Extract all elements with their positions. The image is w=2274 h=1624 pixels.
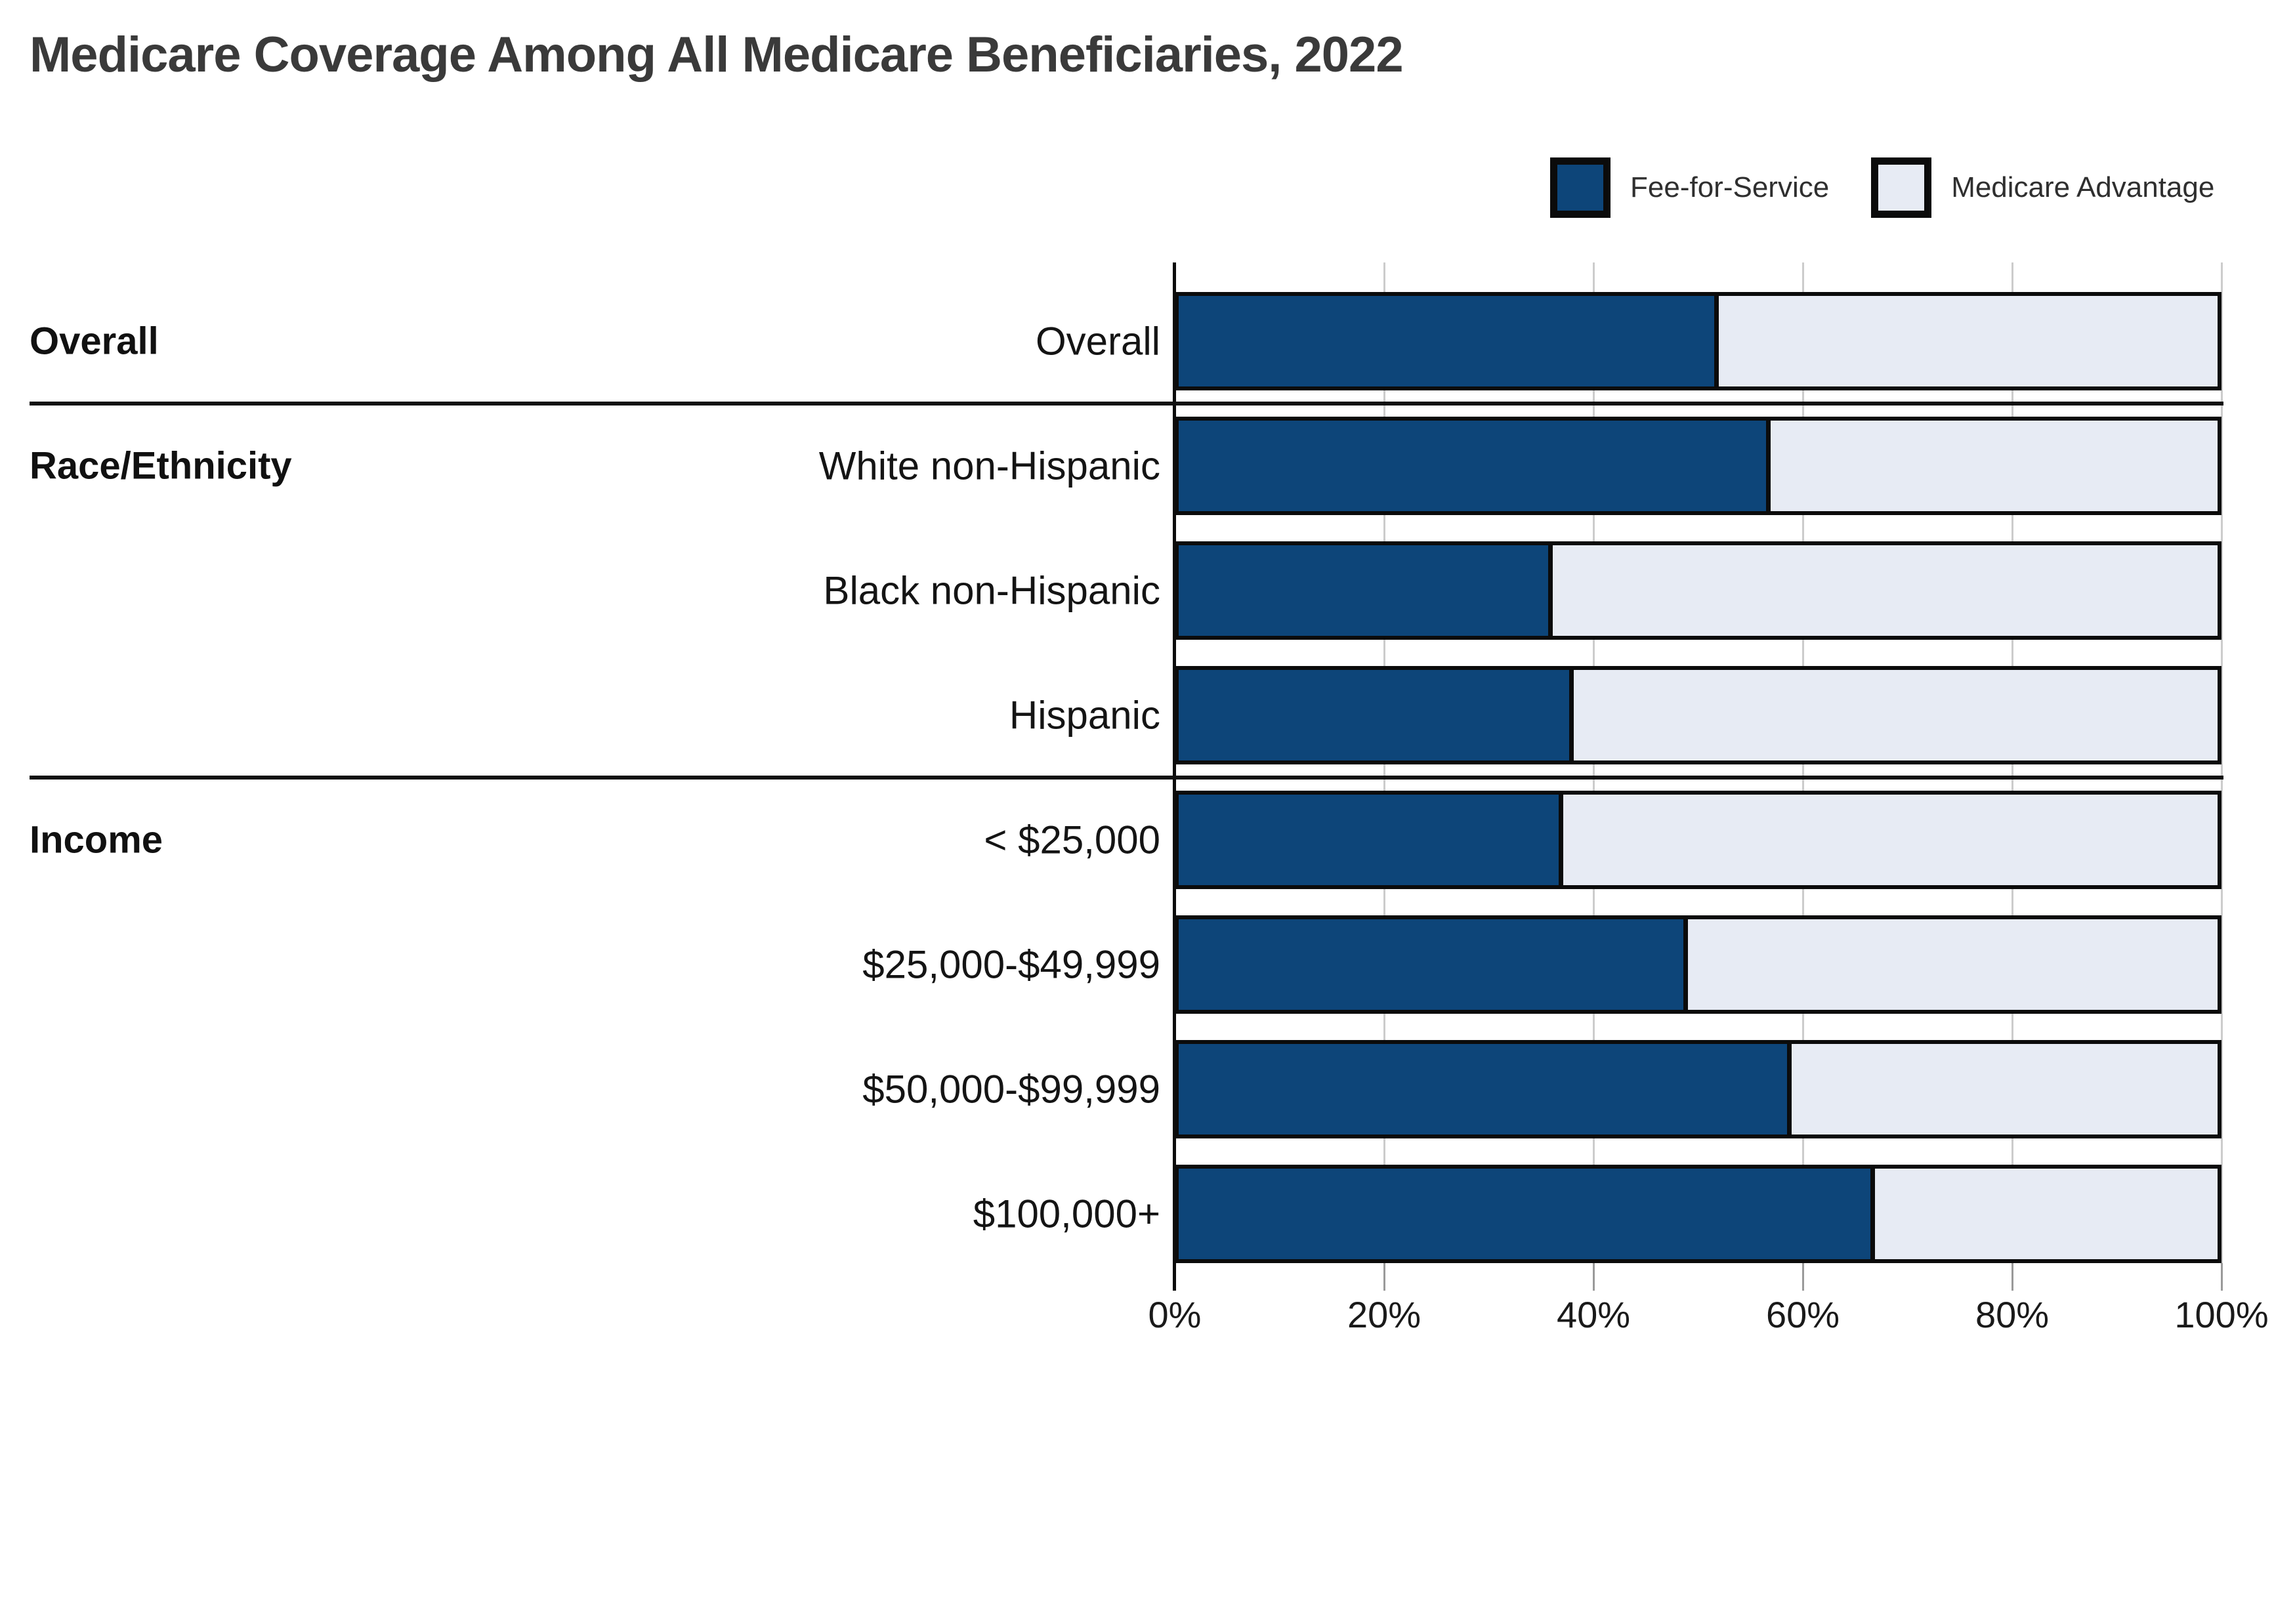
x-axis-tick <box>2011 1263 2013 1291</box>
x-axis-tick-label: 80% <box>1975 1294 2050 1335</box>
bar-segment-medicare-advantage[interactable] <box>1563 795 2218 885</box>
legend-label: Fee-for-Service <box>1630 171 1830 203</box>
x-axis-tick-label: 100% <box>2174 1294 2269 1335</box>
bar-segment-fee-for-service[interactable] <box>1179 421 1771 511</box>
bar-segment-medicare-advantage[interactable] <box>1719 296 2218 386</box>
bar-segment-medicare-advantage[interactable] <box>1792 1044 2218 1135</box>
bar-segment-medicare-advantage[interactable] <box>1771 421 2218 511</box>
bar-row <box>1175 666 2221 764</box>
bar-segment-fee-for-service[interactable] <box>1179 1169 1875 1259</box>
bar-segment-medicare-advantage[interactable] <box>1688 919 2218 1010</box>
chart-title: Medicare Coverage Among All Medicare Ben… <box>30 27 1404 83</box>
legend: Fee-for-Service Medicare Advantage <box>1550 157 2214 218</box>
bar-row <box>1175 1040 2221 1138</box>
bar-segment-fee-for-service[interactable] <box>1179 919 1688 1010</box>
group-label-overall: Overall <box>30 320 159 363</box>
row-label: Overall <box>1035 319 1160 364</box>
bar-row <box>1175 541 2221 640</box>
bar-segment-fee-for-service[interactable] <box>1179 795 1563 885</box>
x-axis-tick <box>2221 1263 2223 1291</box>
section-divider <box>30 402 2223 406</box>
group-label-race-ethnicity: Race/Ethnicity <box>30 444 292 488</box>
row-label: $100,000+ <box>973 1192 1160 1236</box>
legend-item-fee-for-service[interactable]: Fee-for-Service <box>1550 157 1829 218</box>
bar-segment-fee-for-service[interactable] <box>1179 545 1553 636</box>
bar-row <box>1175 915 2221 1014</box>
x-axis-tick <box>1383 1263 1385 1291</box>
bar-segment-medicare-advantage[interactable] <box>1553 545 2218 636</box>
legend-item-medicare-advantage[interactable]: Medicare Advantage <box>1871 157 2214 218</box>
x-axis-tick <box>1802 1263 1804 1291</box>
group-label-income: Income <box>30 818 163 862</box>
x-axis-tick-label: 0% <box>1148 1294 1202 1335</box>
bar-segment-fee-for-service[interactable] <box>1179 296 1719 386</box>
legend-swatch-icon <box>1871 157 1932 218</box>
gridline-100 <box>2221 262 2223 1263</box>
x-axis-tick <box>1593 1263 1595 1291</box>
x-axis-tick-label: 40% <box>1556 1294 1631 1335</box>
legend-swatch-icon <box>1550 157 1611 218</box>
row-label: Hispanic <box>1009 693 1160 738</box>
legend-label: Medicare Advantage <box>1951 171 2215 203</box>
bar-segment-fee-for-service[interactable] <box>1179 670 1574 760</box>
bar-row <box>1175 791 2221 889</box>
row-label: Black non-Hispanic <box>823 568 1160 613</box>
row-label: White non-Hispanic <box>818 444 1160 488</box>
x-axis-tick-label: 20% <box>1347 1294 1421 1335</box>
row-label: $25,000-$49,999 <box>862 942 1160 987</box>
bar-segment-fee-for-service[interactable] <box>1179 1044 1792 1135</box>
bar-segment-medicare-advantage[interactable] <box>1574 670 2218 760</box>
row-label: $50,000-$99,999 <box>862 1067 1160 1112</box>
row-label: < $25,000 <box>984 818 1160 862</box>
bar-row <box>1175 1165 2221 1263</box>
x-axis-tick-label: 60% <box>1765 1294 1840 1335</box>
bar-segment-medicare-advantage[interactable] <box>1875 1169 2218 1259</box>
bar-row <box>1175 292 2221 390</box>
bar-row <box>1175 417 2221 515</box>
section-divider <box>30 776 2223 780</box>
